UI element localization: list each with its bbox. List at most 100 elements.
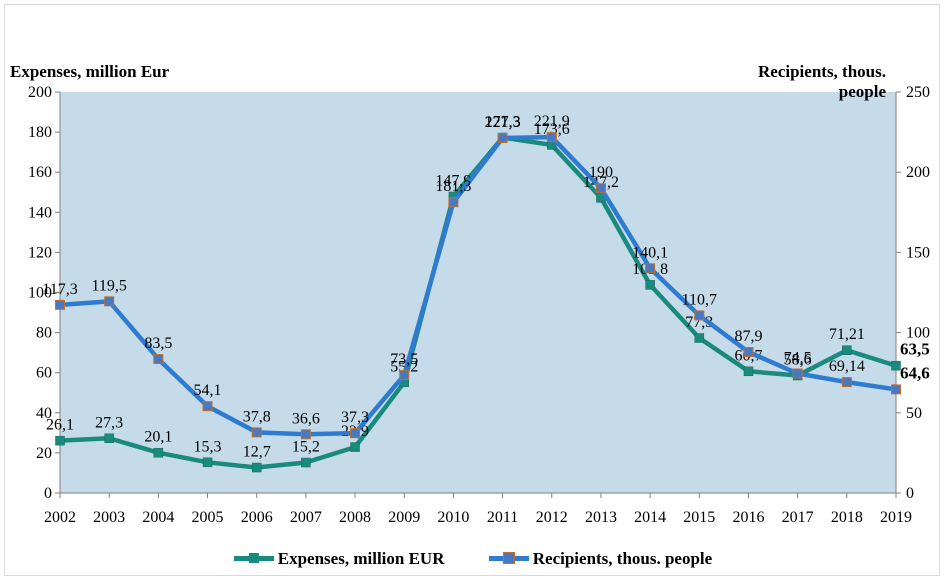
legend: Expenses, million EUR Recipients, thous.… [0, 546, 946, 569]
data-label-recipients: 190 [589, 164, 613, 181]
x-tick-label: 2012 [536, 509, 568, 526]
x-tick-label: 2019 [880, 509, 912, 526]
data-label-recipients: 64,6 [900, 363, 930, 382]
y-left-tick-label: 20 [36, 445, 52, 462]
x-tick-label: 2005 [192, 509, 224, 526]
data-label-recipients: 36,6 [292, 410, 320, 427]
y-left-tick-label: 200 [28, 84, 52, 101]
data-label-expenses: 12,7 [243, 444, 271, 461]
data-point-recipients [595, 183, 606, 194]
data-label-recipients: 221,9 [534, 113, 570, 130]
data-label-recipients: 83,5 [144, 335, 172, 352]
data-label-recipients: 221,3 [485, 114, 521, 131]
data-point-recipients [792, 368, 803, 379]
chart-frame [4, 4, 940, 576]
x-tick-label: 2018 [831, 509, 863, 526]
legend-item-recipients: Recipients, thous. people [488, 548, 713, 569]
data-label-recipients: 117,3 [42, 281, 77, 298]
data-label-recipients: 181,3 [435, 178, 471, 195]
data-point-expenses [251, 462, 262, 473]
y-right-tick-label: 200 [906, 164, 930, 181]
y-left-tick-label: 100 [28, 285, 52, 302]
y-right-axis-title: Recipients, thous. people [758, 62, 886, 101]
data-point-recipients [743, 347, 754, 358]
x-tick-label: 2004 [142, 509, 174, 526]
x-tick-label: 2014 [634, 509, 666, 526]
x-tick-label: 2003 [93, 509, 125, 526]
x-tick-label: 2016 [732, 509, 764, 526]
data-point-expenses [202, 457, 213, 468]
data-label-expenses: 177,3 [485, 114, 521, 131]
data-point-recipients [153, 354, 164, 365]
data-label-recipients: 74,5 [784, 350, 812, 367]
data-point-recipients [104, 296, 115, 307]
y-left-tick-label: 0 [44, 485, 52, 502]
y-left-tick-label: 140 [28, 204, 52, 221]
x-tick-label: 2017 [782, 509, 814, 526]
data-point-expenses [842, 345, 852, 355]
legend-label-recipients: Recipients, thous. people [532, 548, 713, 568]
data-label-expenses: 26,1 [46, 417, 74, 434]
y-right-tick-label: 100 [906, 325, 930, 342]
y-left-tick-label: 60 [36, 365, 52, 382]
y-left-tick-label: 120 [28, 244, 52, 261]
data-point-recipients [251, 427, 262, 438]
y-right-tick-label: 0 [906, 485, 914, 502]
y-left-tick-label: 40 [36, 405, 52, 422]
data-label-expenses: 173,6 [534, 121, 570, 138]
data-label-expenses: 71,21 [829, 326, 865, 343]
data-point-recipients [202, 401, 213, 412]
data-point-expenses [153, 447, 164, 458]
data-label-recipients: 73,5 [390, 351, 418, 368]
data-label-expenses: 58,6 [784, 352, 812, 369]
x-tick-label: 2011 [487, 509, 518, 526]
data-point-expenses [55, 435, 65, 446]
legend-swatch-expenses [233, 553, 274, 563]
data-point-expenses [645, 280, 655, 290]
plot-area [60, 92, 896, 493]
data-label-recipients: 87,9 [734, 328, 762, 345]
x-tick-label: 2006 [241, 509, 273, 526]
data-point-recipients [399, 370, 410, 381]
data-point-recipients [841, 377, 852, 388]
data-label-expenses: 15,2 [292, 439, 320, 456]
y-right-tick-label: 250 [906, 84, 930, 101]
series-line-recipients [59, 134, 897, 437]
data-point-recipients [300, 429, 311, 440]
data-label-recipients: 110,7 [682, 291, 717, 308]
data-point-recipients [546, 132, 557, 143]
data-label-expenses: 27,3 [95, 414, 123, 431]
x-tick-label: 2010 [437, 509, 469, 526]
data-label-expenses: 20,1 [144, 429, 172, 446]
data-label-expenses: 15,3 [194, 438, 222, 455]
data-label-recipients: 37,8 [243, 408, 271, 425]
x-tick-label: 2009 [388, 509, 420, 526]
data-point-expenses [743, 366, 754, 377]
data-point-recipients [448, 197, 459, 208]
x-tick-label: 2007 [290, 509, 322, 526]
x-tick-label: 2013 [585, 509, 617, 526]
x-tick-label: 2015 [683, 509, 715, 526]
data-label-recipients: 37,3 [341, 409, 369, 426]
data-label-expenses: 55,2 [390, 358, 418, 375]
x-tick-label: 2008 [339, 509, 371, 526]
data-label-expenses: 63,5 [900, 340, 930, 359]
data-label-recipients: 54,1 [194, 382, 222, 399]
legend-swatch-recipients [488, 552, 529, 564]
data-label-recipients: 69,14 [829, 358, 865, 375]
y-right-tick-label: 150 [906, 244, 930, 261]
data-label-recipients: 140,1 [632, 244, 668, 261]
data-point-recipients [55, 299, 65, 310]
data-point-recipients [694, 310, 705, 321]
legend-label-expenses: Expenses, million EUR [277, 548, 445, 568]
data-point-expenses [891, 360, 901, 371]
data-point-expenses [694, 333, 705, 343]
data-point-expenses [104, 433, 114, 444]
data-point-expenses [301, 457, 311, 468]
y-left-tick-label: 160 [28, 164, 52, 181]
legend-item-expenses: Expenses, million EUR [233, 548, 445, 569]
y-left-tick-label: 80 [36, 325, 52, 342]
data-point-recipients [645, 263, 656, 274]
y-right-tick-label: 50 [906, 405, 922, 422]
